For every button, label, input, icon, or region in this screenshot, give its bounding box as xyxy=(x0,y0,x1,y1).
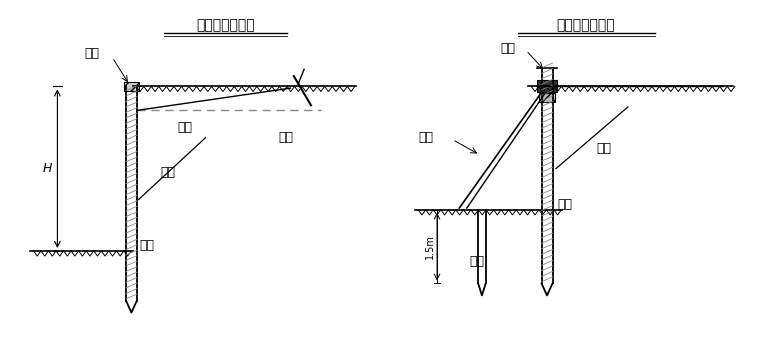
Text: 挡板: 挡板 xyxy=(140,239,154,252)
Text: 拉杆: 拉杆 xyxy=(177,121,192,134)
Text: 填土: 填土 xyxy=(160,166,176,179)
Text: H: H xyxy=(43,162,52,175)
Bar xyxy=(540,93,555,102)
Text: 锚固支撑示意图: 锚固支撑示意图 xyxy=(196,18,255,32)
Bar xyxy=(124,82,139,91)
Text: 桩柱: 桩柱 xyxy=(85,47,100,60)
Text: 斜撑: 斜撑 xyxy=(418,131,433,144)
Text: 桩柱: 桩柱 xyxy=(500,42,515,55)
Text: 锚桩: 锚桩 xyxy=(278,131,293,144)
Bar xyxy=(537,80,557,92)
Text: 填土: 填土 xyxy=(597,141,611,154)
Text: 撑桩: 撑桩 xyxy=(470,255,485,268)
Text: 1.5m: 1.5m xyxy=(425,234,435,259)
Text: 斜柱支撑示意图: 斜柱支撑示意图 xyxy=(557,18,616,32)
Text: 挡板: 挡板 xyxy=(557,198,572,211)
